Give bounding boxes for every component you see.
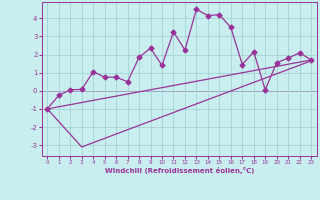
X-axis label: Windchill (Refroidissement éolien,°C): Windchill (Refroidissement éolien,°C) (105, 167, 254, 174)
